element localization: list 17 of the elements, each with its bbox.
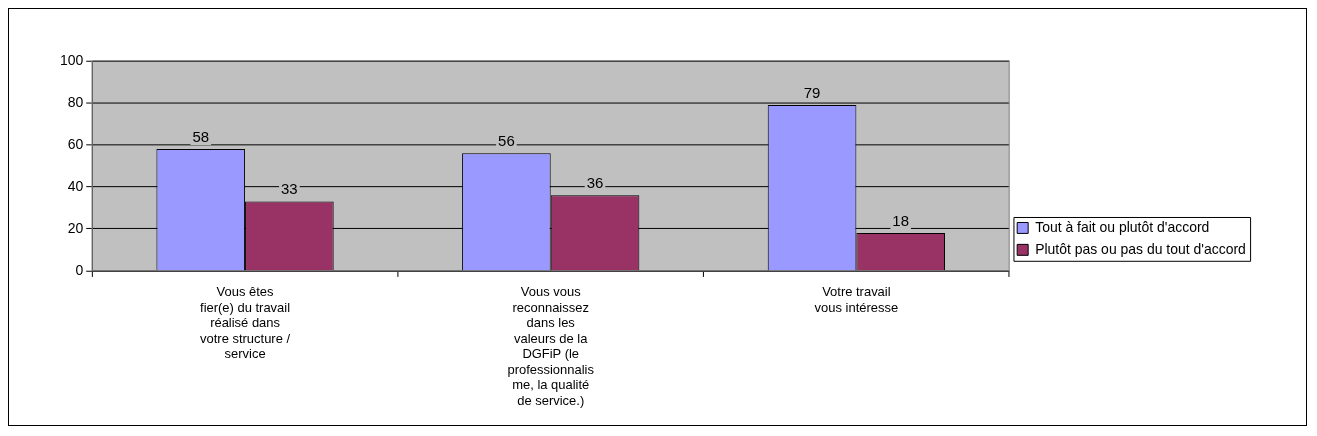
y-tick-label: 40 xyxy=(67,177,84,194)
data-label: 36 xyxy=(586,173,604,191)
data-label: 33 xyxy=(281,180,298,198)
y-tick-label: 100 xyxy=(59,51,84,68)
x-tick-label: Vous êtes fier(e) du travail réalisé dans votre structure / service xyxy=(200,284,291,362)
data-label: 56 xyxy=(498,131,515,149)
y-tick-label: 60 xyxy=(67,135,84,152)
data-label: 79 xyxy=(803,83,821,101)
y-tick-label: 80 xyxy=(67,93,84,110)
x-tick-label: Vous vous reconnaissez dans les valeurs de la DGFiP (le professionnalisme, la qualité de service.) xyxy=(507,284,594,408)
data-label: 18 xyxy=(892,211,910,229)
y-tick-label: 0 xyxy=(75,261,84,278)
x-tick-label: Votre travail vous intéresse xyxy=(814,284,899,315)
y-tick-label: 20 xyxy=(67,219,84,236)
legend-label: Plutôt pas ou pas du tout d'accord xyxy=(1035,240,1246,257)
legend-label: Tout à fait ou plutôt d'accord xyxy=(1035,218,1210,235)
data-label: 58 xyxy=(192,127,210,145)
